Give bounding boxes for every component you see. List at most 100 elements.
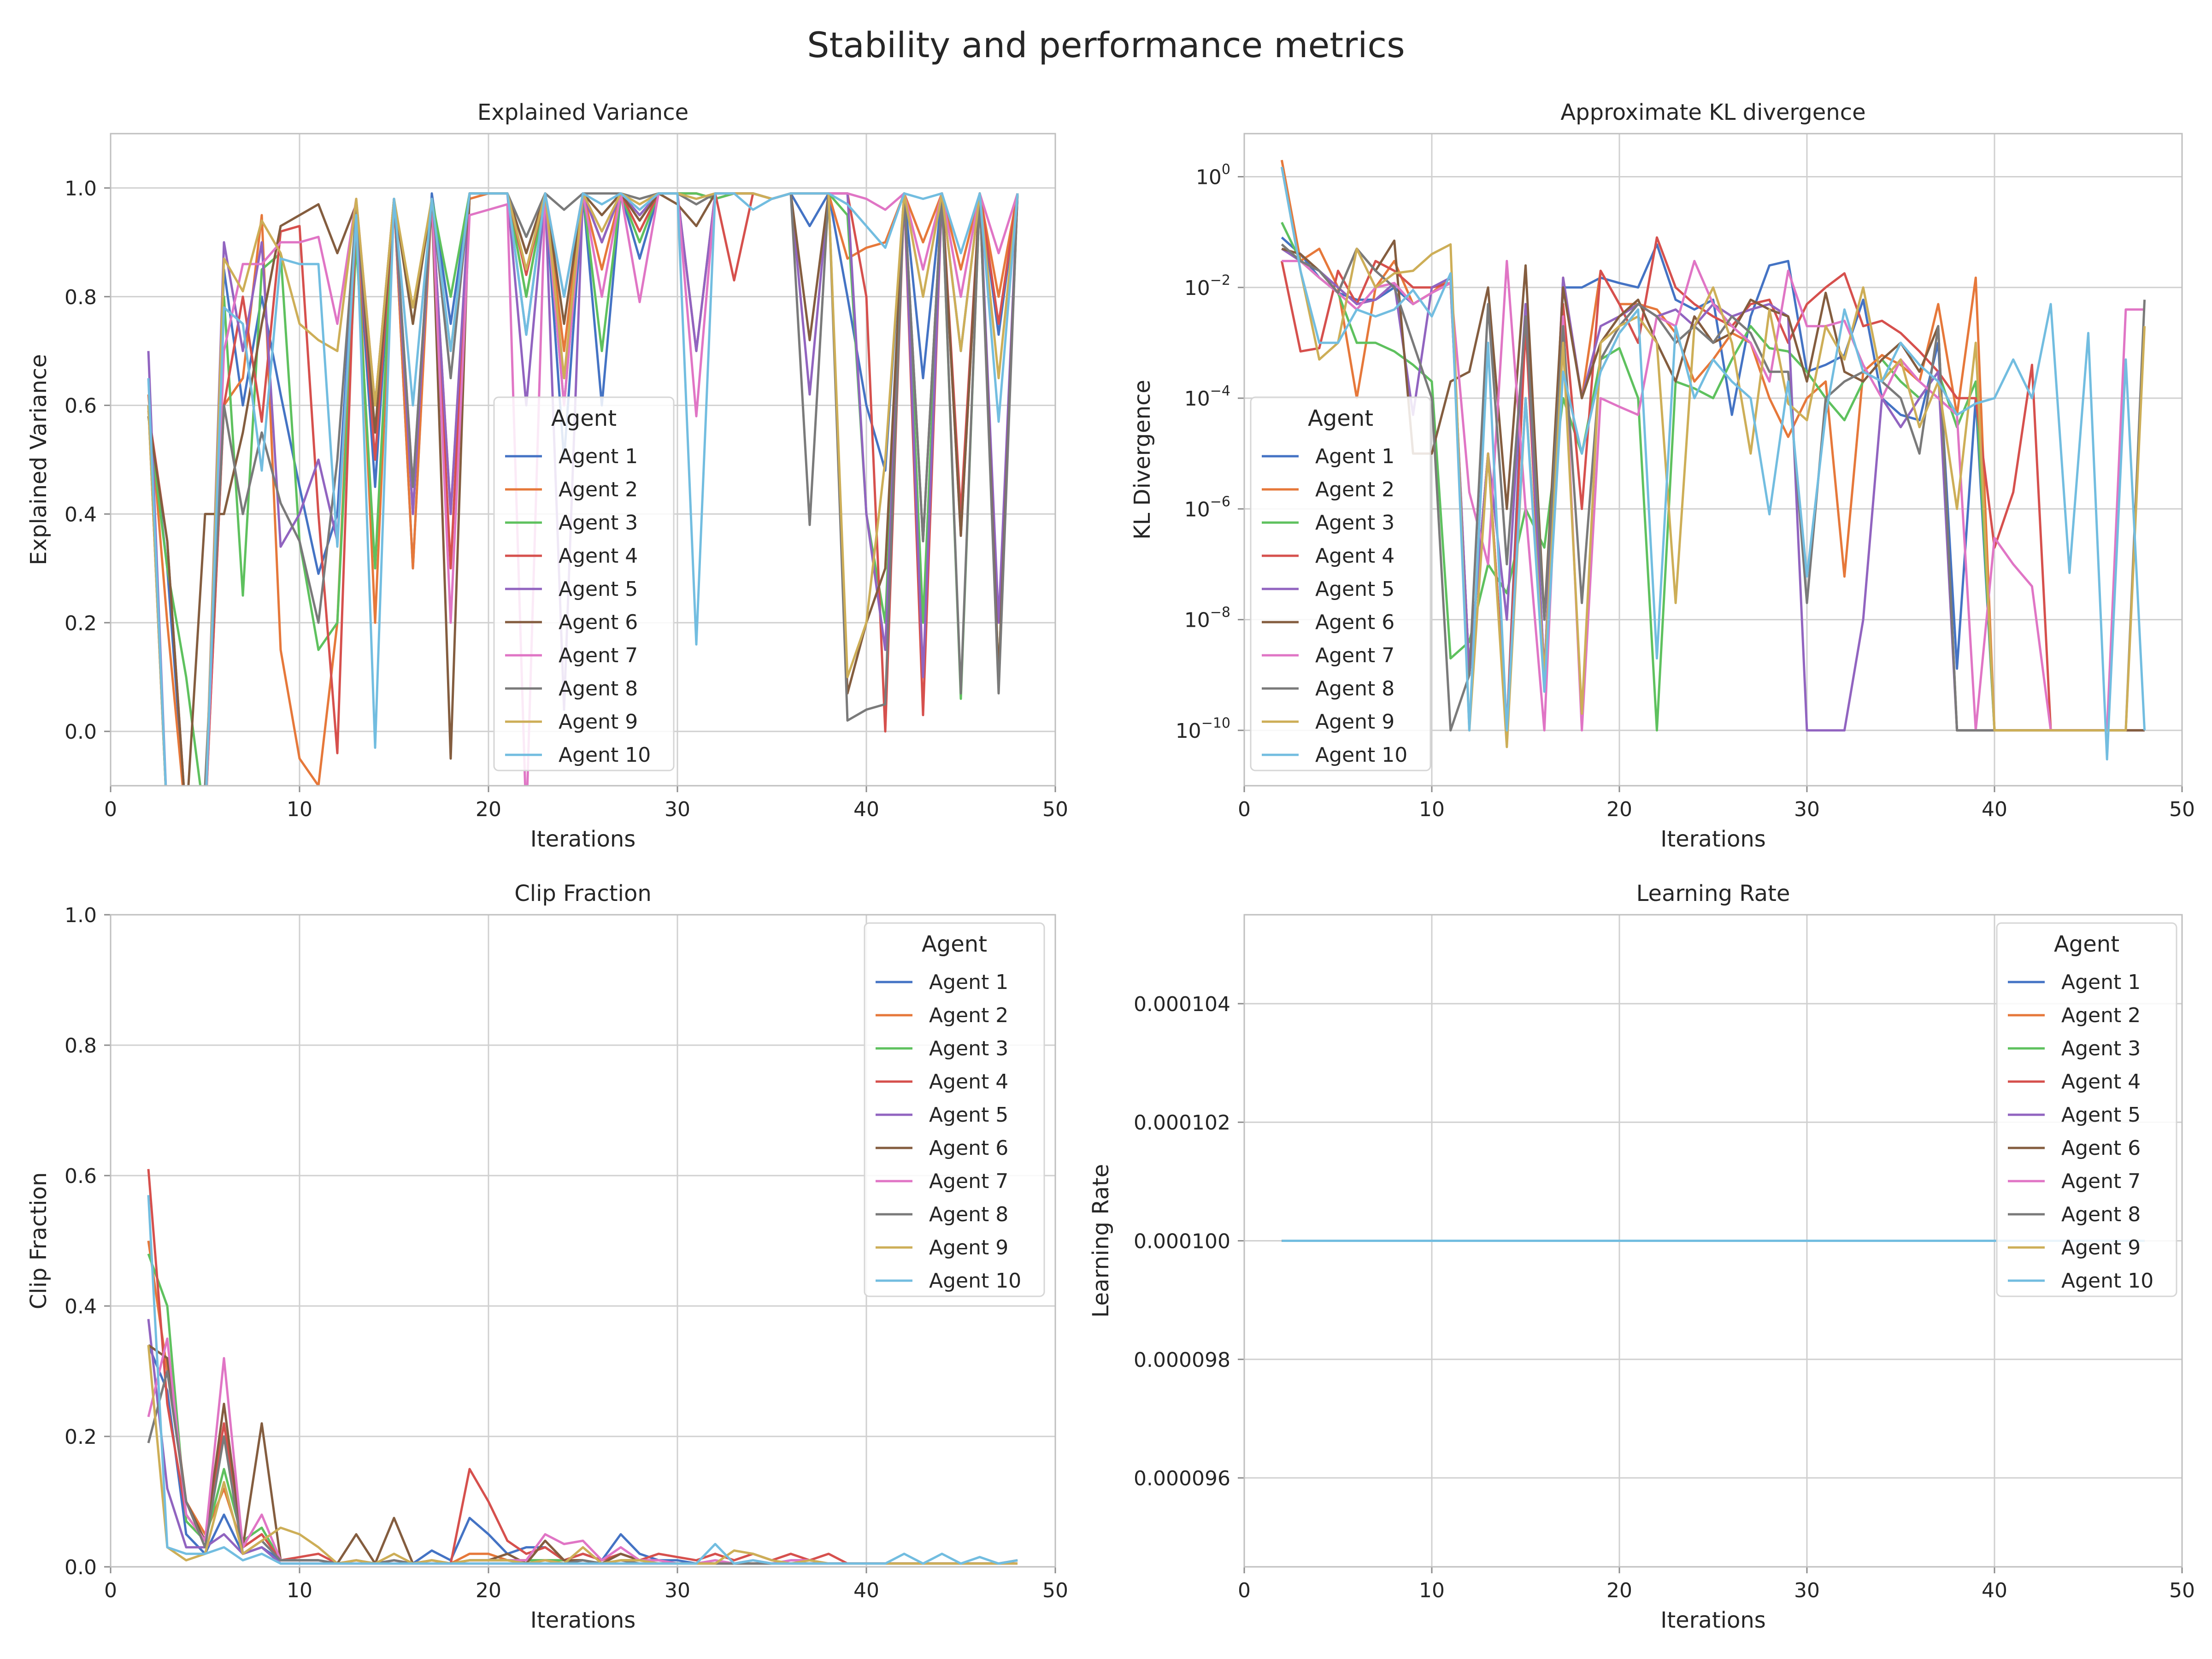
y-tick-label: 0.4 [65, 503, 97, 526]
y-tick-base: 10 [1184, 498, 1210, 521]
x-tick-label: 30 [1794, 1579, 1820, 1602]
legend-label-agent-7: Agent 7 [1315, 644, 1394, 667]
legend: Agent Agent 1 Agent 2 Agent 3 Agent 4 Agent 5… [493, 396, 675, 771]
x-tick-label: 30 [665, 798, 690, 821]
legend-label-agent-8: Agent 8 [929, 1203, 1008, 1226]
chart-4: 0 10 20 30 40 50 0.000096 0.000098 0.000100 0.000… [1088, 881, 2195, 1633]
legend-label-agent-10: Agent 10 [2061, 1269, 2153, 1293]
chart-title: Approximate KL divergence [1560, 100, 1865, 125]
series-line-agent-7 [1282, 259, 2145, 732]
y-tick-label: 10−4 [1184, 383, 1230, 411]
legend-label-agent-4: Agent 4 [559, 544, 638, 568]
y-tick-label: 10−6 [1184, 494, 1230, 521]
legend: Agent Agent 1 Agent 2 Agent 3 Agent 4 Agent 5… [1250, 396, 1431, 771]
x-tick-label: 50 [1042, 798, 1068, 821]
y-axis-label: Clip Fraction [26, 1172, 52, 1310]
y-tick-label: 0.2 [65, 612, 97, 635]
y-axis-label: Explained Variance [26, 354, 52, 565]
legend-title: Agent [2054, 931, 2119, 957]
x-axis-label: Iterations [1660, 826, 1766, 852]
legend-label-agent-8: Agent 8 [1315, 677, 1394, 700]
legend: Agent Agent 1 Agent 2 Agent 3 Agent 4 Agent 5… [864, 922, 1045, 1297]
axes-frame [1243, 133, 2183, 787]
legend-label-agent-9: Agent 9 [1315, 710, 1394, 734]
legend-label-agent-10: Agent 10 [929, 1269, 1021, 1293]
y-tick-label: 0.0 [65, 1556, 97, 1579]
x-tick-label: 20 [1606, 798, 1632, 821]
y-tick-label: 0.6 [65, 1165, 97, 1188]
x-tick-label: 50 [1042, 1579, 1068, 1602]
chart-2: 0 10 20 30 40 5010−1010−810−610−410−2100Appro… [1130, 100, 2195, 852]
x-tick-label: 20 [1606, 1579, 1632, 1602]
chart-title: Learning Rate [1636, 881, 1790, 906]
legend-label-agent-5: Agent 5 [929, 1103, 1008, 1127]
x-tick-label: 30 [665, 1579, 690, 1602]
axes-frame [1243, 914, 2183, 1568]
y-tick-label: 0.2 [65, 1425, 97, 1449]
y-tick-label: 0.000096 [1134, 1467, 1230, 1490]
x-tick-label: 40 [853, 1579, 879, 1602]
x-tick-label: 0 [1238, 798, 1251, 821]
series-line-agent-10 [147, 192, 1019, 786]
legend-label-agent-9: Agent 9 [929, 1236, 1008, 1259]
legend-label-agent-4: Agent 4 [2061, 1070, 2141, 1094]
legend-label-agent-9: Agent 9 [559, 710, 638, 734]
y-tick-exponent: −2 [1210, 272, 1230, 288]
y-tick-label: 100 [1196, 161, 1230, 189]
x-tick-label: 50 [2169, 1579, 2195, 1602]
x-axis-label: Iterations [530, 826, 636, 852]
legend-label-agent-3: Agent 3 [2061, 1037, 2141, 1060]
legend-label-agent-6: Agent 6 [2061, 1136, 2141, 1160]
y-tick-label: 10−10 [1176, 715, 1230, 743]
legend-title: Agent [551, 406, 617, 431]
legend-label-agent-2: Agent 2 [559, 478, 638, 501]
chart-3: 0 10 20 30 40 50 0.0 0.2 0.4 0.6 0.8 1.0 Clip Fracti… [26, 881, 1068, 1633]
x-tick-label: 40 [853, 798, 879, 821]
axes-frame [110, 914, 1056, 1568]
x-tick-label: 40 [1982, 798, 2007, 821]
legend-label-agent-10: Agent 10 [559, 743, 651, 767]
x-axis-label: Iterations [1660, 1607, 1766, 1633]
y-tick-base: 10 [1176, 719, 1201, 743]
series-line-agent-10 [147, 1195, 1018, 1565]
y-axis-label: KL Divergence [1130, 380, 1155, 540]
y-tick-label: 10−8 [1184, 605, 1230, 632]
legend-label-agent-3: Agent 3 [1315, 511, 1394, 535]
x-tick-label: 10 [287, 1579, 312, 1602]
y-tick-label: 0.000098 [1134, 1348, 1230, 1372]
x-axis-label: Iterations [530, 1607, 636, 1633]
y-tick-label: 1.0 [65, 177, 97, 200]
series-lines [147, 1169, 1018, 1565]
legend-label-agent-6: Agent 6 [559, 611, 638, 634]
legend-label-agent-2: Agent 2 [929, 1004, 1008, 1027]
y-tick-base: 10 [1184, 609, 1210, 632]
y-tick-label: 0.6 [65, 394, 97, 418]
legend: Agent Agent 1 Agent 2 Agent 3 Agent 4 Agent 5… [1996, 922, 2177, 1297]
legend-label-agent-5: Agent 5 [1315, 577, 1394, 601]
legend-label-agent-8: Agent 8 [2061, 1203, 2141, 1226]
y-tick-base: 10 [1184, 276, 1210, 300]
x-tick-label: 10 [1419, 798, 1445, 821]
y-tick-exponent: −6 [1210, 494, 1230, 510]
legend-label-agent-1: Agent 1 [929, 971, 1008, 994]
legend-label-agent-3: Agent 3 [559, 511, 638, 535]
legend-label-agent-10: Agent 10 [1315, 743, 1407, 767]
x-tick-label: 10 [1419, 1579, 1445, 1602]
legend-title: Agent [1308, 406, 1373, 431]
x-tick-label: 30 [1794, 798, 1820, 821]
series-lines [147, 192, 1019, 786]
y-tick-base: 10 [1196, 165, 1222, 189]
x-tick-label: 0 [104, 1579, 117, 1602]
y-tick-label: 0.0 [65, 720, 97, 744]
x-tick-label: 20 [476, 798, 501, 821]
x-tick-label: 0 [1238, 1579, 1251, 1602]
legend-label-agent-1: Agent 1 [1315, 445, 1394, 468]
legend-title: Agent [922, 931, 987, 957]
y-tick-label: 1.0 [65, 904, 97, 927]
chart-title: Explained Variance [477, 100, 688, 125]
y-tick-label: 0.8 [65, 1034, 97, 1058]
legend-label-agent-1: Agent 1 [2061, 971, 2141, 994]
y-tick-label: 0.000104 [1134, 993, 1230, 1016]
y-axis-label: Learning Rate [1088, 1164, 1114, 1318]
